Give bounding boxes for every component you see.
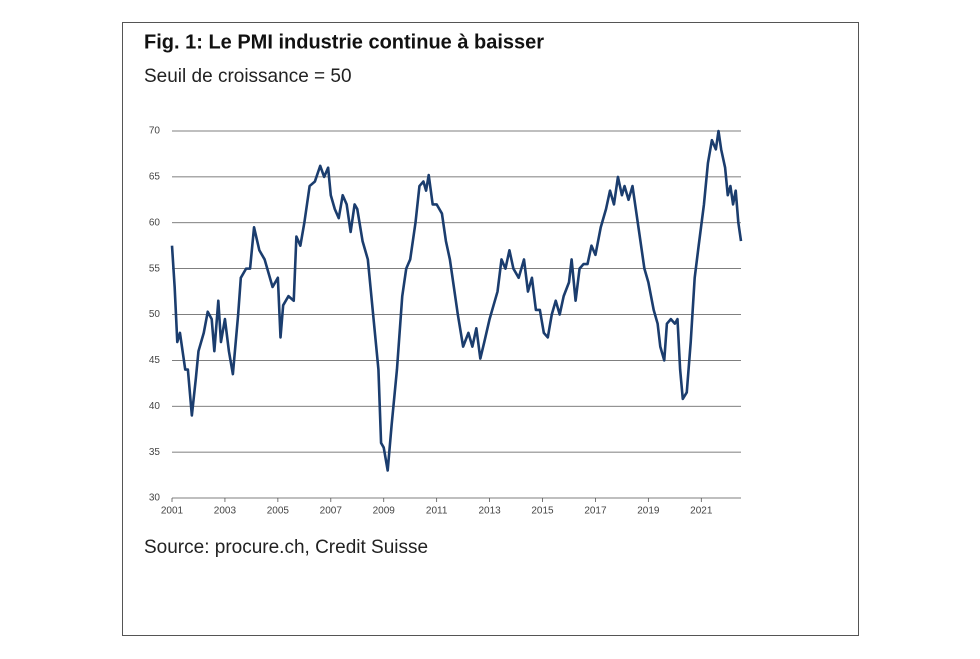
source-note: Source: procure.ch, Credit Suisse (144, 537, 428, 558)
x-tick-label: 2013 (478, 506, 501, 517)
chart-subtitle: Seuil de croissance = 50 (144, 66, 352, 87)
y-tick-label: 60 (149, 217, 161, 228)
x-tick-label: 2019 (637, 506, 660, 517)
data-line (170, 129, 743, 472)
y-tick-label: 55 (149, 263, 161, 274)
y-tick-label: 30 (149, 493, 161, 504)
chart-title: Fig. 1: Le PMI industrie continue à bais… (144, 31, 544, 53)
x-tick-label: 2011 (426, 506, 448, 517)
y-tick-label: 50 (149, 309, 161, 320)
x-tick-label: 2001 (161, 506, 184, 517)
x-tick-label: 2017 (584, 506, 607, 517)
y-tick-label: 35 (149, 447, 161, 458)
y-tick-label: 65 (149, 172, 161, 183)
x-tick-label: 2015 (531, 506, 554, 517)
frame (122, 22, 859, 636)
x-tick-label: 2009 (373, 506, 396, 517)
y-tick-label: 40 (149, 401, 161, 412)
x-tick-label: 2005 (267, 506, 290, 517)
x-tick-label: 2021 (690, 506, 713, 517)
x-tick-label: 2007 (320, 506, 343, 517)
y-tick-label: 45 (149, 355, 161, 366)
y-tick-label: 70 (149, 126, 161, 137)
x-tick-label: 2003 (214, 506, 237, 517)
